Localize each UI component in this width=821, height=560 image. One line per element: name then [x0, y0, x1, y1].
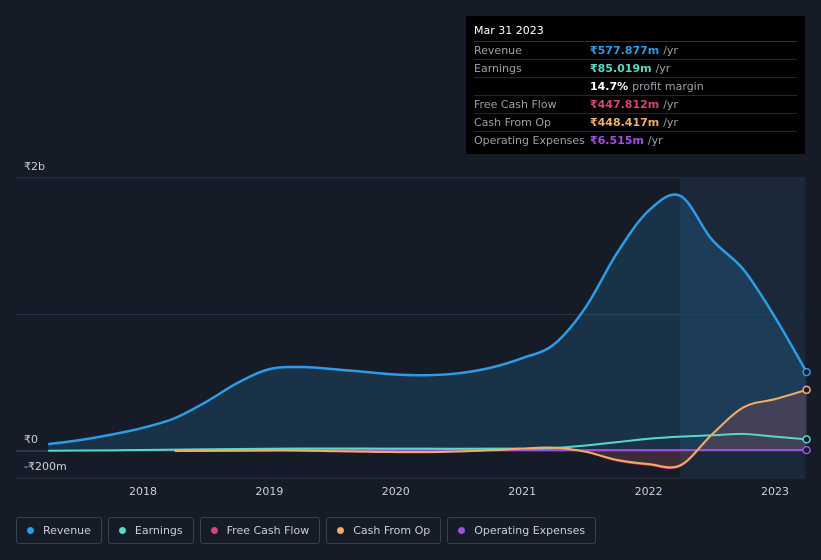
- financial-chart: ₹2b ₹0 -₹200m 2018 2019 2020 2021 2022 2023: [16, 160, 811, 498]
- legend-label: Free Cash Flow: [226, 524, 310, 537]
- tooltip-row-free-cash-flow: Free Cash Flow ₹447.812m /yr: [474, 96, 797, 114]
- series-end-markers: [802, 367, 811, 455]
- tooltip-unit: /yr: [663, 116, 678, 129]
- legend-dot-icon: [337, 527, 345, 534]
- y-tick-label: ₹0: [24, 433, 38, 446]
- tooltip-value: ₹448.417m: [590, 116, 660, 129]
- earnings-end-dot: [802, 435, 811, 444]
- tooltip-label: Cash From Op: [474, 116, 552, 129]
- cash-from-op-end-dot: [802, 385, 811, 395]
- legend-label: Revenue: [43, 524, 91, 537]
- x-tick-label: 2019: [255, 485, 283, 498]
- y-tick-label: ₹2b: [24, 160, 45, 173]
- legend-label: Earnings: [134, 524, 183, 537]
- tooltip-unit: /yr: [647, 134, 663, 147]
- tooltip-value: ₹577.877m: [590, 44, 660, 57]
- legend-dot-icon: [458, 527, 466, 534]
- tooltip-value: ₹6.515m: [590, 134, 644, 147]
- tooltip-row-revenue: Revenue ₹577.877m /yr: [474, 42, 797, 60]
- tooltip-unit: /yr: [663, 44, 678, 57]
- tooltip-unit: profit margin: [632, 80, 704, 93]
- tooltip-row-cash-from-op: Cash From Op ₹448.417m /yr: [474, 114, 797, 132]
- series-lines: [48, 193, 808, 470]
- x-tick-label: 2021: [508, 485, 536, 498]
- tooltip-label: Free Cash Flow: [474, 98, 557, 111]
- forecast-highlight-band: [680, 178, 805, 478]
- tooltip-value: 14.7%: [590, 80, 629, 93]
- legend-item-revenue[interactable]: Revenue: [16, 517, 102, 544]
- tooltip-value: ₹447.812m: [590, 98, 660, 111]
- x-tick-label: 2023: [761, 485, 789, 498]
- legend-dot-icon: [210, 527, 218, 534]
- tooltip-row-operating-expenses: Operating Expenses ₹6.515m /yr: [474, 132, 797, 149]
- tooltip-date: Mar 31 2023: [474, 23, 797, 42]
- tooltip-row-earnings: Earnings ₹85.019m /yr: [474, 60, 797, 78]
- y-tick-label: -₹200m: [24, 460, 67, 473]
- x-tick-label: 2022: [635, 485, 663, 498]
- tooltip-unit: /yr: [663, 98, 678, 111]
- legend-dot-icon: [118, 527, 126, 534]
- legend-item-free-cash-flow[interactable]: Free Cash Flow: [199, 517, 321, 544]
- data-tooltip: Mar 31 2023 Revenue ₹577.877m /yr Earnin…: [466, 16, 805, 154]
- legend-label: Operating Expenses: [474, 524, 586, 537]
- legend-item-earnings[interactable]: Earnings: [107, 517, 194, 544]
- tooltip-label: Earnings: [474, 62, 522, 75]
- x-axis-ticks: 2018 2019 2020 2021 2022 2023: [129, 485, 789, 498]
- chart-legend: Revenue Earnings Free Cash Flow Cash Fro…: [16, 517, 602, 546]
- x-tick-label: 2018: [129, 485, 157, 498]
- tooltip-unit: /yr: [655, 62, 671, 75]
- tooltip-value: ₹85.019m: [590, 62, 652, 75]
- cash-from-op-line: [174, 388, 807, 469]
- x-tick-label: 2020: [382, 485, 410, 498]
- revenue-end-dot: [802, 367, 811, 377]
- legend-item-cash-from-op[interactable]: Cash From Op: [326, 517, 442, 544]
- operating-expenses-end-dot: [802, 445, 811, 455]
- tooltip-label: [474, 78, 590, 95]
- tooltip-row-profit-margin: 14.7% profit margin: [474, 78, 797, 96]
- legend-item-operating-expenses[interactable]: Operating Expenses: [447, 517, 597, 544]
- legend-dot-icon: [27, 527, 34, 534]
- tooltip-label: Revenue: [474, 44, 522, 57]
- area-fills: [48, 194, 807, 468]
- revenue-area: [48, 194, 807, 452]
- tooltip-label: Operating Expenses: [474, 134, 585, 147]
- revenue-line: [48, 193, 808, 446]
- y-axis-ticks: ₹2b ₹0 -₹200m: [24, 160, 67, 473]
- legend-label: Cash From Op: [353, 524, 431, 537]
